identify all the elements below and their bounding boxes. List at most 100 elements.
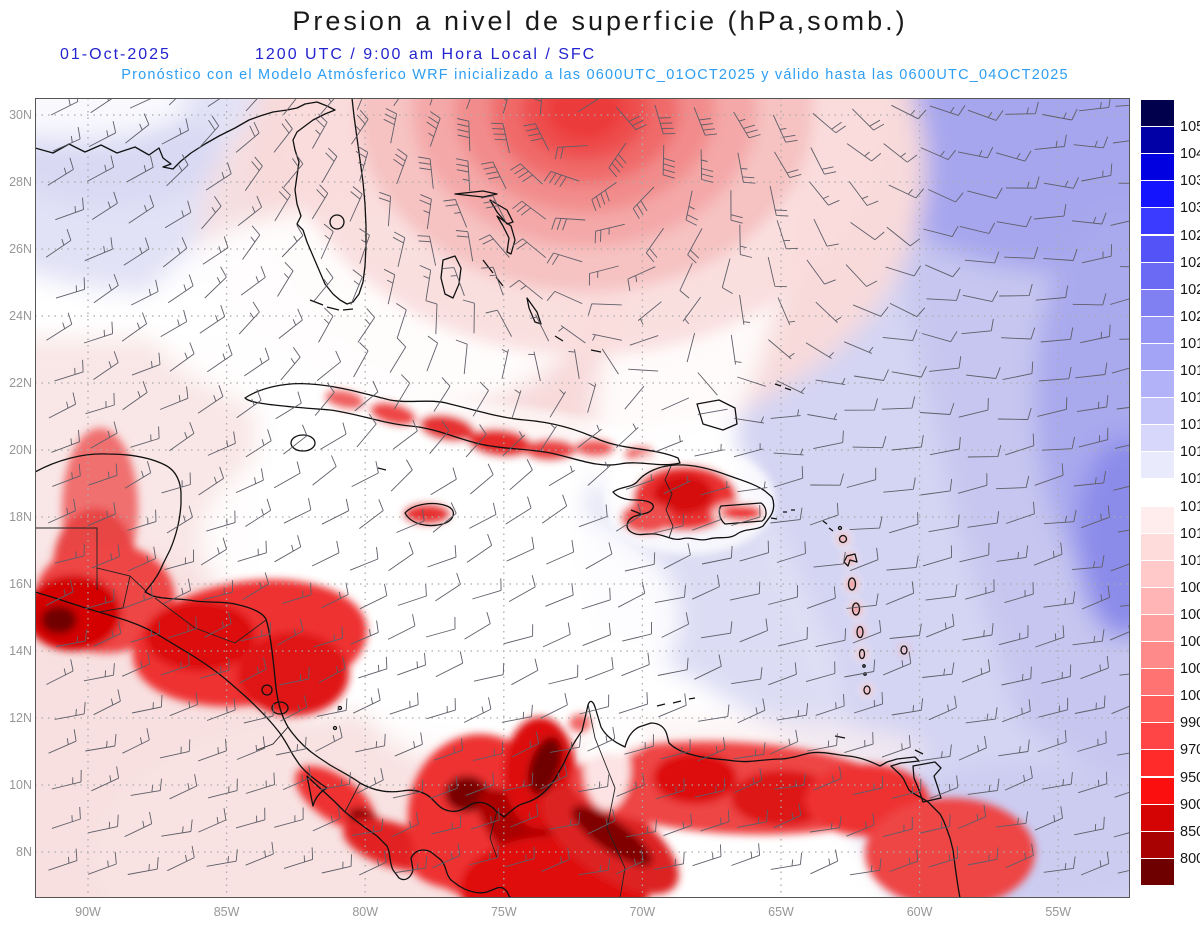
wind-barb <box>127 857 159 875</box>
wind-barb <box>131 279 159 306</box>
wind-barb <box>161 819 193 837</box>
wind-barb <box>621 652 650 677</box>
coastline-hispaniola <box>612 464 775 541</box>
wind-barb <box>242 572 270 600</box>
wind-barb <box>48 729 77 754</box>
wind-barb <box>505 496 532 525</box>
wind-barb <box>926 288 961 301</box>
wind-barb <box>925 584 958 601</box>
wind-barb <box>1034 463 1064 486</box>
wind-barb <box>615 503 642 532</box>
wind-barb <box>506 536 535 562</box>
colorbar-cell <box>1141 316 1174 343</box>
wind-barb <box>121 312 148 342</box>
wind-barb <box>624 734 654 755</box>
wind-barb <box>657 657 689 676</box>
wind-barb <box>615 849 644 875</box>
wind-barb <box>159 739 191 759</box>
colorbar-tick-label: 1022 <box>1180 281 1200 298</box>
wind-barb <box>275 391 302 420</box>
wind-barb <box>582 622 611 647</box>
wind-barb <box>318 307 334 343</box>
maroon-guatemala-highlands <box>41 606 77 634</box>
wind-barb <box>925 613 955 638</box>
wind-barb <box>426 698 456 720</box>
wind-barb <box>510 163 543 185</box>
wind-barb <box>618 692 648 714</box>
wind-barb <box>87 852 117 875</box>
wind-barb <box>93 621 122 647</box>
wind-barb <box>245 498 272 527</box>
wind-barb <box>55 277 86 299</box>
wind-barb <box>1119 673 1130 676</box>
wind-barb <box>889 512 919 534</box>
wind-barb <box>1072 293 1107 306</box>
wind-barb <box>1115 104 1130 107</box>
wind-barb <box>1076 394 1109 413</box>
wind-barb <box>1038 366 1072 382</box>
wind-barb <box>52 127 81 152</box>
wind-barb <box>83 321 114 344</box>
lat-tick-label: 26N <box>9 242 32 256</box>
wind-barb <box>87 155 115 182</box>
colorbar-tick-label: 1006 <box>1180 606 1200 623</box>
coastline-isla-juventud <box>290 434 316 452</box>
wind-barb <box>510 803 539 828</box>
wind-barb <box>852 775 884 796</box>
wind-barb <box>321 147 338 183</box>
wind-barb <box>122 381 148 411</box>
wind-barb <box>692 507 721 531</box>
wind-barb <box>1043 856 1076 873</box>
wind-barb <box>922 662 955 678</box>
coastline-great-inagua <box>696 399 738 431</box>
colorbar-cell <box>1141 398 1174 425</box>
wind-barb <box>198 115 220 149</box>
wind-barb <box>358 656 388 679</box>
wind-barb <box>1112 140 1130 144</box>
wind-barb <box>692 844 722 867</box>
wind-barb <box>349 186 363 222</box>
wind-barb <box>523 123 550 151</box>
wind-barb <box>624 552 656 572</box>
wind-barb <box>810 473 844 486</box>
wind-barb <box>512 200 547 220</box>
wind-barb <box>91 191 118 220</box>
wind-barb <box>356 768 384 794</box>
wind-barb <box>320 98 336 115</box>
wind-barb <box>91 766 120 792</box>
wind-barb <box>813 219 839 247</box>
wind-barb <box>273 118 293 153</box>
wind-barb <box>1118 529 1130 533</box>
wind-barb <box>236 736 266 760</box>
wind-barb <box>996 215 1032 228</box>
wind-barb <box>587 726 616 752</box>
wind-barb <box>739 618 768 643</box>
coastline-florida-keys <box>309 299 354 311</box>
wind-barb <box>737 809 768 828</box>
wind-barb <box>198 466 225 496</box>
wind-barb <box>128 195 155 224</box>
wind-barb <box>1116 406 1130 410</box>
wind-barb <box>645 228 664 263</box>
wind-barb <box>1037 397 1068 417</box>
wind-barb <box>481 161 507 189</box>
wind-barb <box>235 807 266 829</box>
wind-barb <box>995 150 1032 162</box>
shading-blue-topright <box>865 98 1130 273</box>
wind-barb <box>432 502 457 533</box>
wind-barb <box>888 184 925 199</box>
wind-barb <box>131 352 161 376</box>
wind-barb <box>168 98 178 106</box>
wind-barb <box>426 335 439 372</box>
colorbar-cell <box>1141 479 1174 506</box>
wind-barb <box>739 224 753 258</box>
wind-barb <box>923 225 959 238</box>
wind-barb <box>1041 772 1073 790</box>
wind-barb <box>426 111 441 147</box>
wind-barb <box>283 847 314 869</box>
border-haiti-dominican-republic <box>664 465 674 539</box>
wind-barb <box>166 154 189 187</box>
wind-barb <box>470 463 494 495</box>
colorbar-tick-label: 1017 <box>1180 390 1200 407</box>
wind-barb <box>238 301 260 335</box>
